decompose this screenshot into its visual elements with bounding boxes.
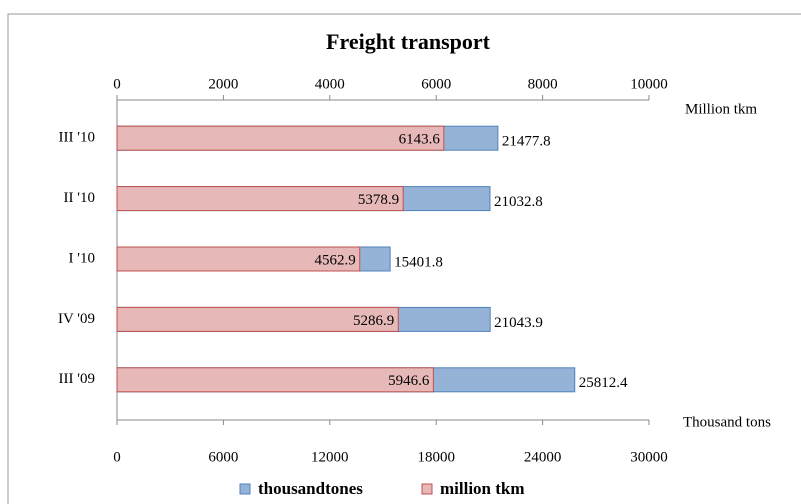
bar: [116, 246, 361, 272]
x-tick-label: 30000: [630, 449, 668, 465]
data-label: 5286.9: [353, 313, 394, 329]
y-tick-label: III '09: [59, 371, 95, 387]
data-label: 15401.8: [394, 254, 443, 270]
x2-tick-label: 10000: [630, 76, 668, 92]
bar: [116, 306, 399, 332]
x2-tick-label: 4000: [315, 76, 345, 92]
legend-label: million tkm: [440, 479, 525, 498]
legend-label: thousandtones: [258, 479, 363, 498]
x2-tick-label: 6000: [421, 76, 451, 92]
legend-swatch: [421, 483, 433, 495]
bar: [116, 367, 434, 393]
x-tick-label: 12000: [311, 449, 349, 465]
x2-tick-label: 2000: [208, 76, 238, 92]
data-label: 6143.6: [399, 132, 441, 148]
bar: [116, 186, 404, 212]
chart-title: Freight transport: [326, 29, 491, 54]
y-tick-label: III '10: [59, 130, 95, 146]
x-axis-label: Thousand tons: [683, 414, 771, 430]
x-tick-label: 18000: [417, 449, 455, 465]
x2-tick-label: 8000: [528, 76, 558, 92]
y-tick-label: IV '09: [58, 311, 95, 327]
x-tick-label: 0: [113, 449, 121, 465]
data-label: 5946.6: [388, 373, 430, 389]
data-label: 25812.4: [579, 375, 628, 391]
data-label: 5378.9: [358, 192, 399, 208]
x2-tick-label: 0: [113, 76, 121, 92]
data-label: 21043.9: [494, 315, 543, 331]
data-label: 21477.8: [502, 134, 551, 150]
legend-swatch: [239, 483, 251, 495]
y-tick-label: II '10: [64, 190, 95, 206]
x-tick-label: 6000: [208, 449, 238, 465]
x2-axis-label: Million tkm: [685, 101, 757, 117]
y-tick-label: I '10: [69, 250, 95, 266]
data-label: 4562.9: [314, 252, 355, 268]
x-tick-label: 24000: [524, 449, 562, 465]
bar: [116, 125, 445, 151]
data-label: 21032.8: [494, 194, 543, 210]
